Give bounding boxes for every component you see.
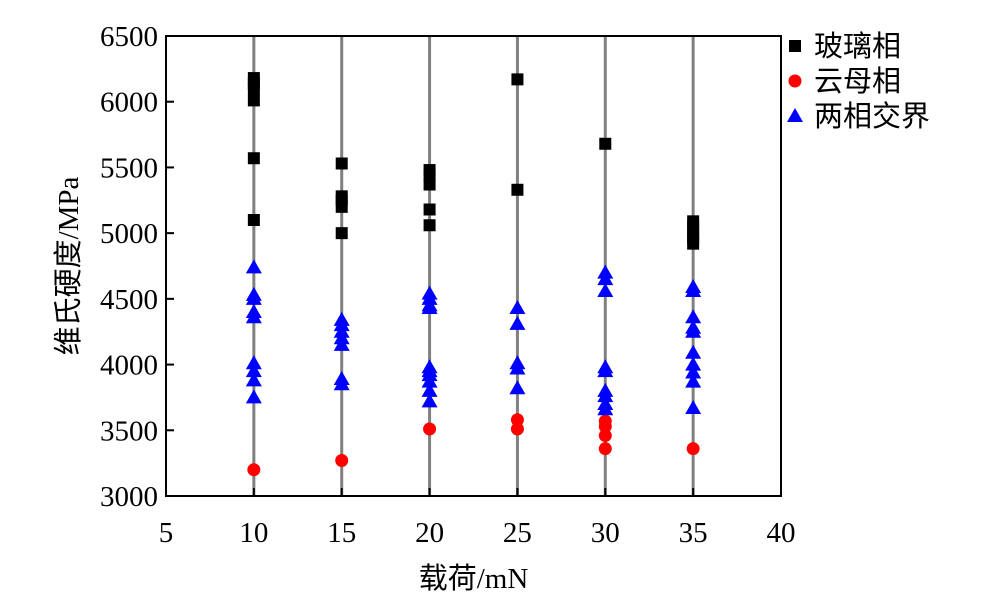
data-point-triangle [685, 373, 702, 388]
data-point-square [247, 94, 260, 107]
y-tick-label: 6500 [100, 21, 158, 53]
data-point-square [423, 178, 436, 191]
legend-marker-circle [788, 74, 802, 88]
x-tick-label: 10 [239, 517, 268, 549]
data-point-triangle [509, 300, 526, 315]
x-tick-label: 35 [679, 517, 708, 549]
data-point-triangle [333, 336, 350, 351]
data-point-triangle [245, 389, 262, 404]
data-point-triangle [245, 259, 262, 274]
x-tick-label: 25 [503, 517, 532, 549]
plot-frame [165, 35, 782, 497]
data-point-triangle [597, 401, 614, 416]
data-point-triangle [685, 356, 702, 371]
data-point-square [247, 152, 260, 165]
data-point-circle [598, 419, 612, 433]
x-tick-label: 15 [327, 517, 356, 549]
data-point-triangle [509, 360, 526, 375]
data-point-triangle [245, 372, 262, 387]
data-point-square [423, 203, 436, 216]
data-point-square [511, 183, 524, 196]
data-point-triangle [245, 363, 262, 378]
data-point-square [335, 227, 348, 240]
y-tick-label: 3000 [100, 481, 158, 513]
data-point-circle [686, 442, 700, 456]
y-tick-label: 4000 [100, 350, 158, 382]
data-point-triangle [685, 344, 702, 359]
data-point-triangle [421, 393, 438, 408]
y-axis-ticks: 3000 3500 4000 4500 5000 5500 6000 6500 [100, 21, 174, 513]
y-tick-label: 4500 [100, 284, 158, 316]
data-point-triangle [245, 355, 262, 370]
y-tick-label: 5000 [100, 218, 158, 250]
x-tick-label: 30 [591, 517, 620, 549]
x-axis-ticks: 5 10 15 20 25 30 35 40 [159, 488, 796, 549]
x-tick-label: 5 [159, 517, 174, 549]
legend-label: 两相交界 [814, 100, 930, 133]
data-point-square [247, 214, 260, 226]
x-tick-label: 20 [415, 517, 444, 549]
data-point-triangle [597, 363, 614, 378]
data-point-triangle [421, 373, 438, 388]
y-axis-title: 维氏硬度/MPa [52, 176, 85, 355]
data-point-triangle [421, 382, 438, 397]
vertical-guide-lines [252, 36, 695, 496]
data-point-circle [247, 463, 261, 477]
legend-label: 玻璃相 [814, 30, 901, 63]
data-point-triangle [509, 380, 526, 395]
y-tick-label: 5500 [100, 152, 158, 184]
data-point-triangle [245, 309, 262, 324]
data-point-circle [510, 413, 524, 427]
data-point-triangle [509, 315, 526, 330]
data-point-circle [423, 422, 437, 436]
data-point-triangle [421, 300, 438, 315]
data-point-triangle [685, 282, 702, 297]
data-point-square [687, 237, 700, 250]
data-point-triangle [333, 376, 350, 391]
legend-label: 云母相 [814, 65, 901, 98]
data-point-square [423, 219, 436, 232]
data-point-circle [335, 454, 349, 468]
data-point-triangle [245, 290, 262, 305]
y-tick-label: 6000 [100, 87, 158, 119]
data-point-circle [598, 429, 612, 443]
data-point-triangle [685, 399, 702, 414]
data-point-square [511, 73, 524, 86]
data-point-square [247, 82, 260, 95]
data-point-square [423, 169, 436, 182]
x-axis-title: 载荷/mN [419, 562, 529, 595]
x-tick-label: 40 [767, 517, 796, 549]
data-point-circle [598, 442, 612, 456]
y-tick-label: 3500 [100, 415, 158, 447]
data-point-triangle [685, 364, 702, 379]
data-point-triangle [685, 309, 702, 324]
legend-marker-square [789, 40, 801, 52]
data-point-triangle [685, 323, 702, 338]
data-point-circle [510, 422, 524, 436]
data-points [245, 72, 702, 477]
data-point-triangle [597, 271, 614, 286]
data-point-square [599, 137, 612, 150]
data-point-triangle [597, 388, 614, 403]
data-point-square [335, 157, 348, 170]
data-point-square [335, 200, 348, 213]
legend-marker-triangle [787, 108, 803, 122]
data-point-triangle [597, 282, 614, 297]
